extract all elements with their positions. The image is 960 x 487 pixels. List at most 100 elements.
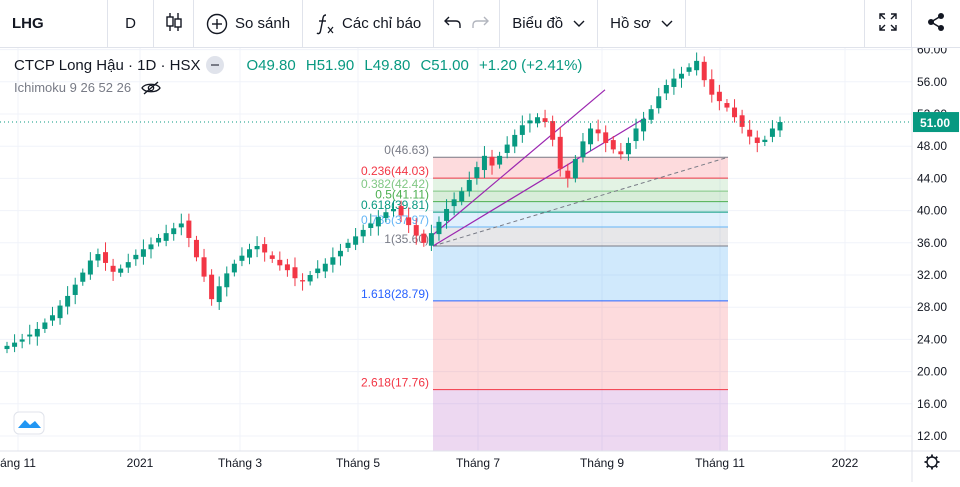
price-tick-label: 16.00 <box>917 397 947 411</box>
last-price-label: 51.00 <box>920 116 950 130</box>
fib-trend-line <box>432 156 729 247</box>
candle-body <box>277 259 283 266</box>
gear-tooth <box>926 456 930 460</box>
candle-body <box>557 136 563 169</box>
candle-body <box>504 144 510 153</box>
candle-body <box>550 121 556 140</box>
fib-level-label: 2.618(17.76) <box>361 376 429 390</box>
candle-body <box>747 129 753 137</box>
last-price-tag <box>913 112 959 133</box>
candle-style-button[interactable] <box>154 0 194 48</box>
candle-body <box>148 244 154 250</box>
candle-body <box>671 78 677 87</box>
candle-body <box>254 246 260 250</box>
candle-body <box>201 257 207 277</box>
gear-icon[interactable] <box>924 454 940 470</box>
candle-body <box>383 212 389 219</box>
interval-button[interactable]: D <box>108 0 154 48</box>
candlestick-icon <box>165 12 183 36</box>
candle-body <box>618 151 624 155</box>
candle-body <box>603 132 609 143</box>
logo-frame <box>13 411 45 435</box>
candle-body <box>224 273 230 288</box>
profile-label: Hồ sơ <box>610 15 651 32</box>
candle-body <box>588 128 594 145</box>
fib-zone <box>433 212 728 227</box>
fib-level-label: 0.618(39.81) <box>361 198 429 212</box>
gear-ring <box>926 456 938 468</box>
candle-body <box>769 128 775 137</box>
candle-body <box>292 267 298 279</box>
candle-body <box>428 233 434 246</box>
candle-body <box>42 322 48 329</box>
indicators-button[interactable]: Các chỉ báo <box>303 0 435 48</box>
time-tick-label: Tháng 11 <box>695 456 745 470</box>
low-value: L49.80 <box>364 56 411 74</box>
candle-body <box>648 109 654 120</box>
gear-tooth <box>934 464 938 468</box>
price-chart[interactable]: 0(46.63) 0.236(44.03)0.382(42.42)0.5(41.1… <box>0 43 960 482</box>
redo-icon[interactable] <box>471 14 490 34</box>
candle-body <box>80 272 86 282</box>
candle-body <box>315 268 321 274</box>
candle-body <box>186 220 192 238</box>
candle-body <box>163 233 169 241</box>
symbol-search-button[interactable]: LHG <box>0 0 108 48</box>
logo-mark <box>18 420 41 428</box>
candle-body <box>57 305 63 319</box>
profile-button[interactable]: Hồ sơ <box>598 0 686 48</box>
candle-body <box>269 255 275 259</box>
interval-label: D <box>125 15 136 32</box>
candle-body <box>103 252 109 263</box>
candle-body <box>565 170 571 179</box>
hide-legend-icon[interactable] <box>206 56 225 74</box>
share-icon <box>926 12 946 36</box>
candle-body <box>466 180 472 192</box>
chart-area[interactable]: 0(46.63) 0.236(44.03) 0.382(42.42) 0.5(41.1… <box>0 43 960 482</box>
candle-body <box>459 191 465 202</box>
fullscreen-button[interactable] <box>864 0 912 48</box>
price-tick-label: 60.00 <box>917 48 947 57</box>
undo-icon[interactable] <box>444 14 462 34</box>
price-tick-label: 40.00 <box>917 204 947 218</box>
candle-body <box>489 156 495 166</box>
candle-body <box>330 257 336 265</box>
candle-body <box>72 284 78 295</box>
candle-body <box>110 265 116 272</box>
time-tick-label: Tháng 5 <box>336 456 380 470</box>
indicators-label: Các chỉ báo <box>342 15 422 32</box>
candle-body <box>724 103 730 108</box>
fib-zone <box>433 300 728 390</box>
candle-body <box>307 275 313 282</box>
candle-body <box>34 328 40 337</box>
indicator-label: Ichimoku 9 26 52 26 <box>14 80 132 95</box>
candle-body <box>610 140 616 150</box>
candle-body <box>391 208 396 212</box>
candle-body <box>633 128 639 142</box>
indicator-legend[interactable]: Ichimoku 9 26 52 26 <box>14 80 161 95</box>
fib-zone <box>433 178 728 192</box>
candle-body <box>406 217 412 226</box>
chart-type-button[interactable]: Biểu đồ <box>500 0 599 48</box>
candle-body <box>353 236 359 245</box>
candle-body <box>732 107 738 118</box>
candle-body <box>322 263 328 272</box>
candle-body <box>118 268 124 273</box>
fib-level-label: 0.5(41.11) <box>375 188 429 202</box>
candle-body <box>247 249 253 258</box>
candle-body <box>12 342 18 347</box>
candle-body <box>178 223 184 228</box>
compare-button[interactable]: So sánh <box>194 0 304 48</box>
candle-body <box>444 208 450 221</box>
candle-body <box>701 61 707 81</box>
eye-hidden-icon[interactable] <box>141 81 161 95</box>
share-button[interactable] <box>912 0 960 48</box>
candle-body <box>595 129 601 134</box>
compare-label: So sánh <box>235 15 291 32</box>
candle-body <box>716 91 722 102</box>
candle-body <box>527 120 533 124</box>
candle-body <box>572 159 578 179</box>
open-value: O49.80 <box>246 56 296 74</box>
candle-body <box>777 122 783 131</box>
candle-body <box>534 117 540 124</box>
